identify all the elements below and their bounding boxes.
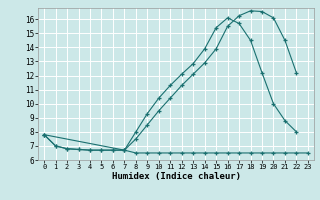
X-axis label: Humidex (Indice chaleur): Humidex (Indice chaleur) bbox=[111, 172, 241, 181]
